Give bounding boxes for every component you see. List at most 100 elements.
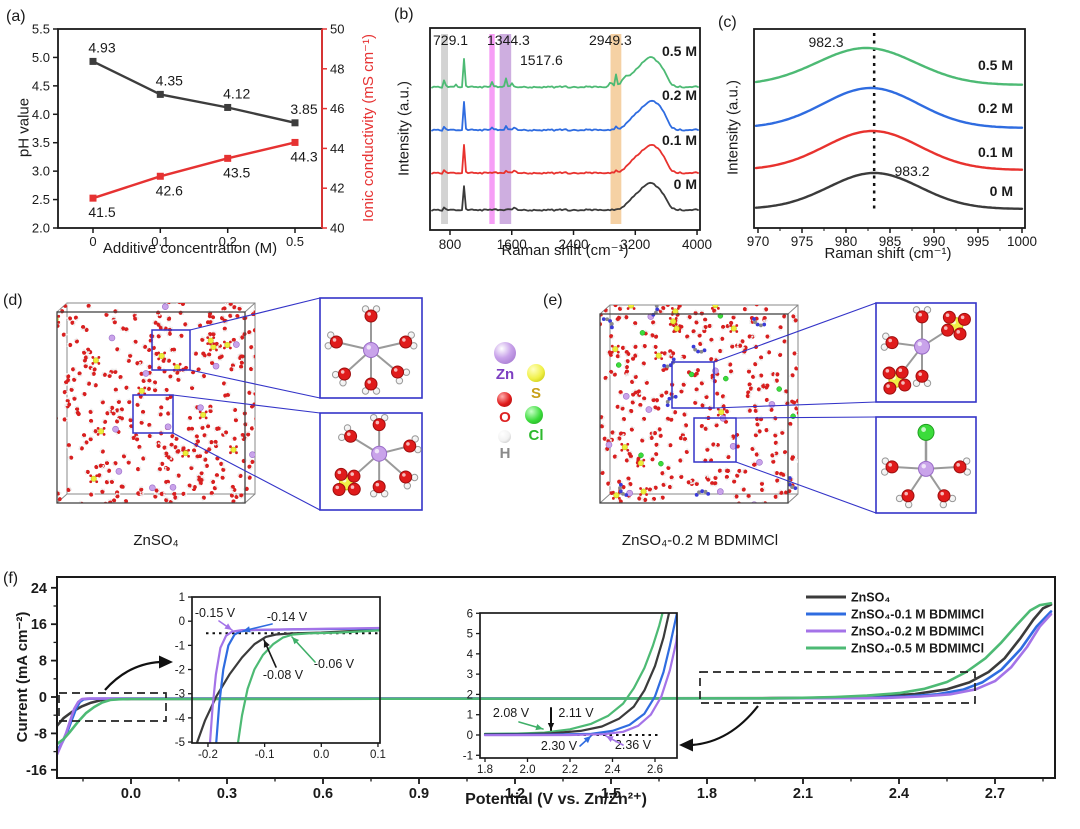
- inset-curve: [236, 629, 380, 743]
- tick-label: 2.1: [793, 786, 813, 802]
- tick-label: 1.5: [601, 786, 621, 802]
- o-atom: [329, 335, 343, 349]
- tick-label: 990: [923, 234, 946, 249]
- zoom-region-box: [671, 361, 715, 409]
- panel-b: 0 M 0.1 M 0.2 M 0.5 M 800 1600 2400 3200 4000 729…: [429, 27, 712, 252]
- panel-d: [56, 297, 423, 511]
- md-scatter: [600, 305, 798, 503]
- tick-label: 3.5: [32, 135, 50, 150]
- tick-label: 0.0: [121, 786, 141, 802]
- h-legend-label: H: [499, 445, 511, 462]
- tick-label: 0.1: [370, 749, 386, 761]
- cl-atom: [917, 423, 935, 441]
- tick-label: 0.9: [409, 786, 429, 802]
- tick-label: -1: [175, 640, 185, 652]
- o-atom: [391, 365, 405, 379]
- o-atom: [915, 369, 929, 383]
- series-Ionic conductivity: [91, 141, 297, 200]
- panel-b-letter: (b): [394, 6, 414, 23]
- tick-label: 800: [439, 237, 462, 252]
- tick-label: -3: [175, 689, 185, 701]
- tick-label: 980: [835, 234, 858, 249]
- o-atom: [332, 482, 346, 496]
- panel-d-caption: ZnSO₄: [133, 532, 179, 549]
- trace-label: 0 M: [990, 183, 1013, 199]
- tick-label: 1: [179, 592, 185, 604]
- tick-label: 4: [467, 649, 474, 661]
- o-atom: [915, 310, 929, 324]
- peak-label: 1517.6: [520, 52, 563, 68]
- inset-curve: [208, 626, 380, 743]
- o-atom: [937, 489, 951, 503]
- tick-label: 4.5: [32, 78, 50, 93]
- zn-atom: [914, 338, 930, 355]
- tick-label: -0.2: [198, 749, 218, 761]
- data-label: 43.5: [223, 164, 250, 180]
- tick-label: 1.2: [505, 786, 525, 802]
- zn-atom: [363, 342, 379, 358]
- tick-label: 50: [330, 22, 344, 37]
- panel-c-letter: (c): [718, 14, 737, 31]
- legend-label: ZnSO₄-0.2 M BDMIMCl: [851, 625, 984, 639]
- o-atom: [942, 310, 956, 324]
- trace-label: 0.2 M: [662, 87, 697, 103]
- zoom-region-box: [132, 394, 174, 434]
- panel-a-ylabel-left: pH value: [15, 97, 33, 158]
- o-atom: [364, 377, 378, 391]
- zoom-region-dashed-box: [58, 692, 167, 722]
- raman-trace-0.5 M: [754, 46, 1024, 86]
- o-atom: [883, 381, 897, 395]
- panel-a-ylabel-right: Ionic conductivity (mS cm⁻¹): [360, 34, 377, 222]
- trace-label: 0.5 M: [978, 57, 1013, 73]
- tick-label: 0: [467, 730, 473, 742]
- tick-label: 2.4: [889, 786, 909, 802]
- panel-c-xlabel: Raman shift (cm⁻¹): [824, 245, 952, 262]
- zoom-arrow: [691, 705, 759, 747]
- h-atom: [939, 500, 948, 509]
- tick-label: 42: [330, 181, 344, 196]
- o-atom: [882, 366, 896, 380]
- inset-curve: [483, 634, 677, 737]
- annotation-label: -0.14 V: [267, 610, 308, 624]
- legend-label: ZnSO₄: [851, 591, 890, 605]
- s-legend-label: S: [530, 385, 541, 402]
- tick-label: 3: [467, 669, 473, 681]
- annotation-label: 2.30 V: [541, 739, 578, 753]
- md-scatter: [57, 303, 255, 503]
- trace-label: 0.1 M: [978, 144, 1013, 160]
- inset-curve: [195, 628, 380, 743]
- tick-label: 48: [330, 61, 344, 76]
- legend-label: ZnSO₄-0.5 M BDMIMCl: [851, 642, 984, 656]
- raman-trace-0.2 M: [754, 86, 1024, 129]
- tick-label: 2.6: [647, 764, 663, 776]
- o-atom: [941, 323, 955, 337]
- tick-label: 46: [330, 101, 344, 116]
- tick-label: 5: [467, 629, 473, 641]
- tick-label: 4.0: [32, 107, 50, 122]
- o-atom: [372, 418, 386, 432]
- annotation-label: -0.08 V: [263, 668, 304, 682]
- cl-legend-label: Cl: [528, 427, 544, 444]
- tick-label: 0: [179, 616, 185, 628]
- tick-label: 2400: [558, 237, 588, 252]
- molecule-atoms: [332, 413, 422, 498]
- zoom-arrow: [104, 660, 161, 691]
- tick-label: 995: [967, 234, 990, 249]
- legend-label: ZnSO₄-0.1 M BDMIMCl: [851, 608, 984, 622]
- panel-b-xlabel: Raman shift (cm⁻¹): [501, 242, 629, 259]
- tick-label: 2.5: [32, 192, 50, 207]
- tick-label: 1.8: [697, 786, 717, 802]
- molecule-atoms: [881, 423, 971, 509]
- tick-label: 5.5: [32, 22, 50, 37]
- tick-label: 2.0: [520, 764, 536, 776]
- tick-label: 1600: [497, 237, 527, 252]
- panel-e: [599, 302, 977, 514]
- o-sphere-icon: [497, 392, 512, 407]
- panel-f: 0.0 0.3 0.6 0.9 1.2 1.5 1.8 2.1 2.4 2.7-16-808162…: [26, 576, 1056, 802]
- tick-label: 0.0: [313, 749, 329, 761]
- panel-c-ylabel: Intensity (a.u.): [724, 79, 742, 176]
- tick-label: 24: [31, 581, 47, 597]
- tick-label: 0.2: [219, 234, 237, 249]
- peak-label: 729.1: [433, 32, 468, 48]
